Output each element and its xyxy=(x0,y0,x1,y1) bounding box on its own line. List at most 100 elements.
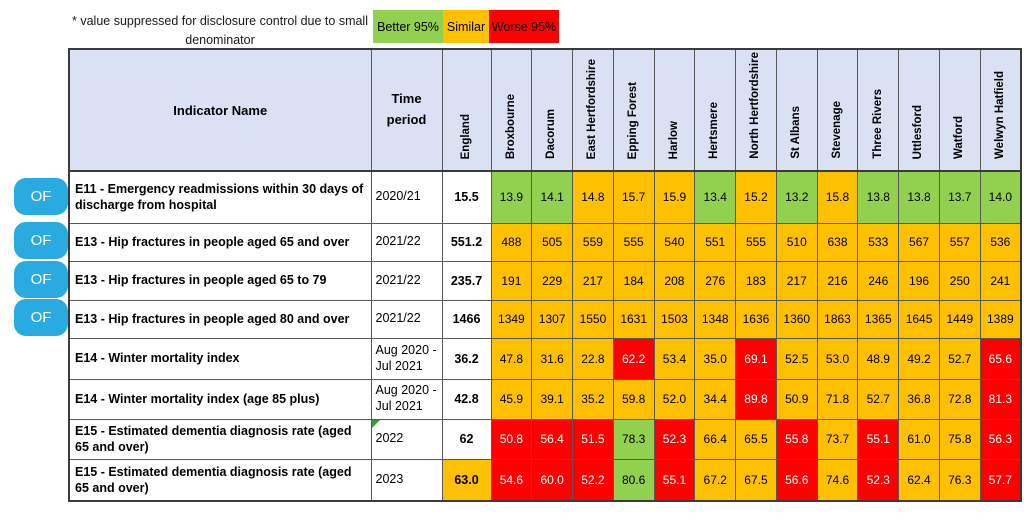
area-value-cell: 56.3 xyxy=(979,418,1022,460)
of-link-button-row-3[interactable]: OF xyxy=(14,261,68,298)
area-value-cell: 559 xyxy=(572,222,614,262)
indicator-name-cell: E13 - Hip fractures in people aged 80 an… xyxy=(68,299,372,339)
area-value-cell: 555 xyxy=(735,222,777,262)
area-value-cell: 53.4 xyxy=(653,337,696,380)
area-value-cell: 510 xyxy=(775,222,818,262)
area-value-cell: 34.4 xyxy=(694,378,737,420)
area-value-cell: 14.0 xyxy=(979,170,1022,224)
area-value-cell: 67.5 xyxy=(735,458,777,502)
time-period-cell: 2021/22 xyxy=(370,260,443,301)
area-value-cell: 13.2 xyxy=(775,170,818,224)
area-value-cell: 533 xyxy=(857,222,900,262)
area-value-cell: 638 xyxy=(816,222,859,262)
area-value-cell: 1550 xyxy=(572,299,614,339)
rotated-area-label: England xyxy=(459,113,472,159)
of-link-button-row-4[interactable]: OF xyxy=(14,299,68,336)
area-value-cell: 241 xyxy=(979,260,1022,301)
rotated-area-label: Watford xyxy=(953,115,966,159)
area-value-cell: 246 xyxy=(857,260,900,301)
area-value-cell: 13.7 xyxy=(938,170,981,224)
time-period-cell: Aug 2020 - Jul 2021 xyxy=(370,378,443,420)
rotated-area-label: Three Rivers xyxy=(871,89,884,159)
area-value-cell: 216 xyxy=(816,260,859,301)
area-value-cell: 57.7 xyxy=(979,458,1022,502)
area-value-cell: 50.9 xyxy=(775,378,818,420)
area-value-cell: 1645 xyxy=(898,299,940,339)
area-value-cell: 196 xyxy=(898,260,940,301)
table-row: E14 - Winter mortality index (age 85 plu… xyxy=(68,378,1022,420)
col-header-time-period: Time period xyxy=(370,48,443,172)
area-value-cell: 567 xyxy=(898,222,940,262)
status-legend: Better 95% Similar Worse 95% xyxy=(373,10,559,43)
england-value-cell: 63.0 xyxy=(441,458,492,502)
area-value-cell: 56.4 xyxy=(531,418,574,460)
area-value-cell: 217 xyxy=(572,260,614,301)
indicators-table-wrap: Indicator Name Time period England Broxbourn… xyxy=(68,48,1022,502)
area-value-cell: 60.0 xyxy=(531,458,574,502)
rotated-area-label: East Hertfordshire xyxy=(586,58,599,159)
col-header-england: England xyxy=(441,48,492,172)
area-value-cell: 54.6 xyxy=(490,458,533,502)
area-value-cell: 66.4 xyxy=(694,418,737,460)
area-value-cell: 65.5 xyxy=(735,418,777,460)
area-value-cell: 13.9 xyxy=(490,170,533,224)
area-value-cell: 51.5 xyxy=(572,418,614,460)
rotated-area-label: North Hertfordshire xyxy=(749,52,762,159)
time-period-cell: 2021/22 xyxy=(370,222,443,262)
col-header-uttlesford: Uttlesford xyxy=(898,48,940,172)
table-row: E15 - Estimated dementia diagnosis rate … xyxy=(68,458,1022,502)
england-value-cell: 36.2 xyxy=(441,337,492,380)
col-header-dacorum: Dacorum xyxy=(531,48,574,172)
area-value-cell: 276 xyxy=(694,260,737,301)
of-link-button-row-1[interactable]: OF xyxy=(14,178,68,215)
area-value-cell: 52.7 xyxy=(938,337,981,380)
area-value-cell: 36.8 xyxy=(898,378,940,420)
area-value-cell: 52.0 xyxy=(653,378,696,420)
area-value-cell: 540 xyxy=(653,222,696,262)
area-value-cell: 15.7 xyxy=(612,170,655,224)
area-value-cell: 67.2 xyxy=(694,458,737,502)
col-header-watford: Watford xyxy=(938,48,981,172)
area-value-cell: 47.8 xyxy=(490,337,533,380)
area-value-cell: 22.8 xyxy=(572,337,614,380)
area-value-cell: 505 xyxy=(531,222,574,262)
england-value-cell: 15.5 xyxy=(441,170,492,224)
legend-similar-swatch: Similar xyxy=(443,10,489,43)
rotated-area-label: Welwyn Hatfield xyxy=(993,71,1006,159)
area-value-cell: 184 xyxy=(612,260,655,301)
rotated-area-label: Broxbourne xyxy=(504,93,517,159)
area-value-cell: 74.6 xyxy=(816,458,859,502)
time-period-cell: 2023 xyxy=(370,458,443,502)
col-header-stevenage: Stevenage xyxy=(816,48,859,172)
table-row: E13 - Hip fractures in people aged 80 an… xyxy=(68,299,1022,339)
area-value-cell: 76.3 xyxy=(938,458,981,502)
rotated-area-label: Hertsmere xyxy=(708,102,721,159)
indicator-name-cell: E13 - Hip fractures in people aged 65 to… xyxy=(68,260,372,301)
area-value-cell: 13.8 xyxy=(857,170,900,224)
area-value-cell: 55.1 xyxy=(653,458,696,502)
area-value-cell: 15.9 xyxy=(653,170,696,224)
time-period-cell: 2021/22 xyxy=(370,299,443,339)
area-value-cell: 31.6 xyxy=(531,337,574,380)
area-value-cell: 52.3 xyxy=(653,418,696,460)
col-header-three-rivers: Three Rivers xyxy=(857,48,900,172)
of-link-button-row-2[interactable]: OF xyxy=(14,222,68,259)
area-value-cell: 14.8 xyxy=(572,170,614,224)
rotated-area-label: Stevenage xyxy=(830,101,843,159)
time-period-cell: 2022 xyxy=(370,418,443,460)
col-header-epping-forest: Epping Forest xyxy=(612,48,655,172)
col-header-north-hertfordshire: North Hertfordshire xyxy=(735,48,777,172)
col-header-broxbourne: Broxbourne xyxy=(490,48,533,172)
area-value-cell: 1636 xyxy=(735,299,777,339)
area-value-cell: 55.1 xyxy=(857,418,900,460)
area-value-cell: 35.2 xyxy=(572,378,614,420)
indicator-name-cell: E15 - Estimated dementia diagnosis rate … xyxy=(68,418,372,460)
table-row: E15 - Estimated dementia diagnosis rate … xyxy=(68,418,1022,460)
col-header-welwyn-hatfield: Welwyn Hatfield xyxy=(979,48,1022,172)
col-header-indicator-name: Indicator Name xyxy=(68,48,372,172)
england-value-cell: 551.2 xyxy=(441,222,492,262)
col-header-harlow: Harlow xyxy=(653,48,696,172)
area-value-cell: 557 xyxy=(938,222,981,262)
time-period-cell: Aug 2020 - Jul 2021 xyxy=(370,337,443,380)
